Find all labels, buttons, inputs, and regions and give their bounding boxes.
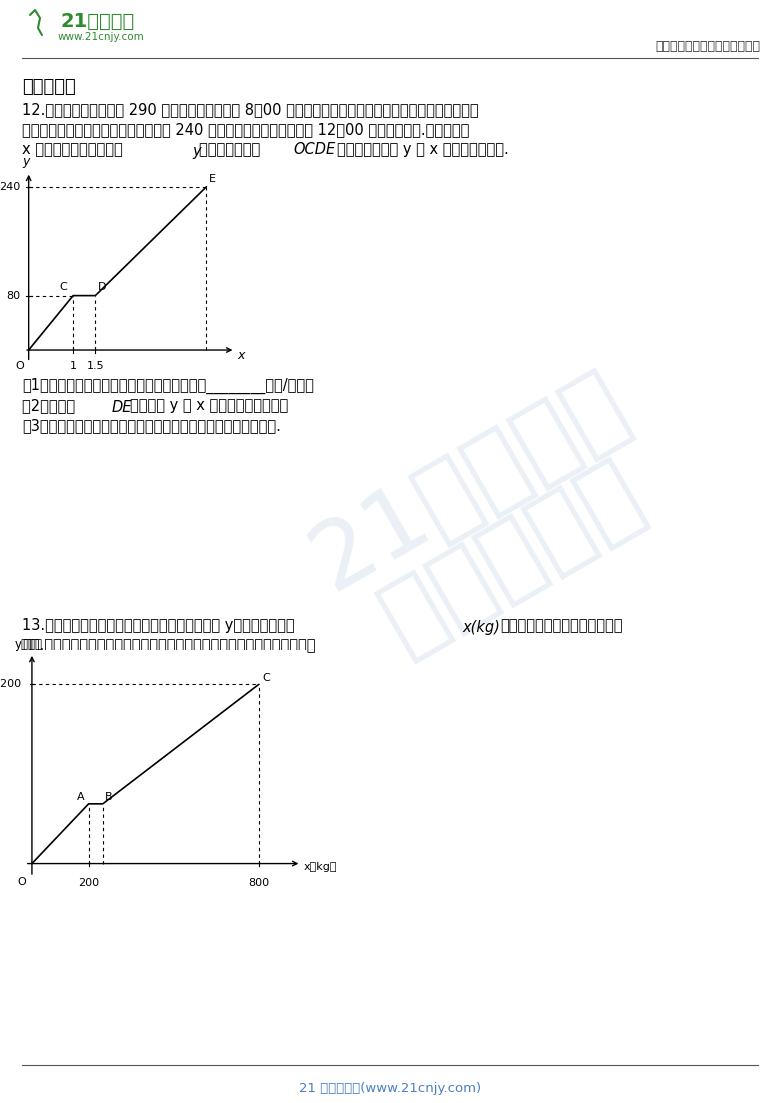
Text: 1: 1	[69, 361, 76, 371]
Text: www.21cnjy.com: www.21cnjy.com	[58, 32, 145, 42]
Text: DE: DE	[112, 400, 133, 415]
Text: 13.某商店代理销售一种水果，六月份的销售利润 y（元）与销售量: 13.某商店代理销售一种水果，六月份的销售利润 y（元）与销售量	[22, 618, 300, 633]
Text: O: O	[16, 361, 24, 371]
Text: 240: 240	[0, 182, 20, 192]
Text: 800: 800	[248, 878, 269, 888]
Text: 所示.请你根据图像及这种水果的相关销售记录提供的信息，解答下列问题：: 所示.请你根据图像及这种水果的相关销售记录提供的信息，解答下列问题：	[22, 638, 315, 653]
Text: （1）根据图象可知，休息前汽车行驶的速度为________千米/小时；: （1）根据图象可知，休息前汽车行驶的速度为________千米/小时；	[22, 378, 314, 394]
Text: 所表示的 y 与 x 之间的函数表达式；: 所表示的 y 与 x 之间的函数表达式；	[130, 398, 289, 413]
Text: 1200: 1200	[0, 679, 22, 689]
Text: 21世纪教育
网精选资料: 21世纪教育 网精选资料	[296, 356, 685, 684]
Text: 后，按原速继续前进，当离甲地路程为 240 千米时接到通知，要求中午 12：00 准时到达乙地.设汽车出发: 后，按原速继续前进，当离甲地路程为 240 千米时接到通知，要求中午 12：00…	[22, 122, 470, 137]
Text: （3）接到通知后，汽车仍按原速行驶能否准时到达？请说明理由.: （3）接到通知后，汽车仍按原速行驶能否准时到达？请说明理由.	[22, 418, 281, 433]
Text: 1.5: 1.5	[87, 361, 105, 371]
Text: （2）求线段: （2）求线段	[22, 398, 80, 413]
Text: D: D	[98, 282, 106, 292]
Text: y（元）: y（元）	[15, 639, 43, 652]
Text: 中小学教育资源及组卷应用平台: 中小学教育资源及组卷应用平台	[655, 40, 760, 53]
Text: 表示接到通知前 y 与 x 之间的函数关系.: 表示接到通知前 y 与 x 之间的函数关系.	[337, 142, 509, 157]
Text: C: C	[59, 282, 67, 292]
Text: 21 世纪教育网(www.21cnjy.com): 21 世纪教育网(www.21cnjy.com)	[299, 1082, 481, 1095]
Text: E: E	[209, 174, 215, 184]
Text: C: C	[262, 673, 270, 683]
Text: 21世纪教育: 21世纪教育	[60, 12, 134, 31]
Text: x(kg): x(kg)	[462, 620, 500, 635]
Text: 之间函数关系的图像如图中折线: 之间函数关系的图像如图中折线	[500, 618, 622, 633]
Text: O: O	[18, 877, 27, 887]
Text: B: B	[105, 792, 113, 802]
Text: 三、解答题: 三、解答题	[22, 78, 76, 96]
Text: 12.甲、乙两地的路程为 290 千米，一辆汽车早上 8：00 从甲地出发，匀速向乙地行驶，途中休息一段时间: 12.甲、乙两地的路程为 290 千米，一辆汽车早上 8：00 从甲地出发，匀速…	[22, 101, 479, 117]
Text: x 小时后离甲地的路程为: x 小时后离甲地的路程为	[22, 142, 127, 157]
Text: x（kg）: x（kg）	[304, 861, 338, 871]
Text: OCDE: OCDE	[293, 142, 335, 157]
Text: 80: 80	[6, 290, 20, 301]
Text: 千米，图中折线: 千米，图中折线	[199, 142, 270, 157]
Text: y: y	[192, 144, 200, 159]
Text: x: x	[238, 349, 245, 362]
Text: 200: 200	[78, 878, 99, 888]
Text: A: A	[76, 792, 84, 802]
Text: y: y	[23, 156, 30, 169]
